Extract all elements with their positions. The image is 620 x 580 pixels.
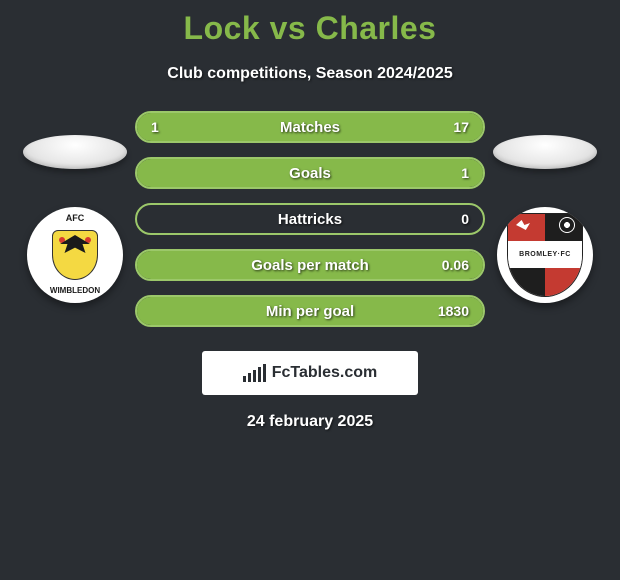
player-avatar-left	[23, 135, 127, 169]
date-label: 24 february 2025	[0, 413, 620, 431]
club-badge-right: BROMLEY·FC	[497, 207, 593, 303]
badge-mid-text: BROMLEY·FC	[519, 251, 571, 258]
content-row: AFC WIMBLEDON 1 17 Matches 1 Goals 0 Hattricks…	[0, 111, 620, 327]
stats-column: 1 17 Matches 1 Goals 0 Hattricks 0.06 Goals per …	[135, 111, 485, 327]
stat-value-right: 1	[461, 165, 469, 181]
badge-text-bottom: WIMBLEDON	[39, 286, 111, 295]
quadrant-icon	[508, 214, 545, 241]
player-avatar-right	[493, 135, 597, 169]
shield-icon	[52, 230, 98, 280]
left-column: AFC WIMBLEDON	[15, 135, 135, 303]
shield-icon: BROMLEY·FC	[507, 213, 583, 297]
stat-value-right: 0	[461, 211, 469, 227]
right-column: BROMLEY·FC	[485, 135, 605, 303]
bars-icon	[243, 364, 266, 382]
club-badge-left: AFC WIMBLEDON	[27, 207, 123, 303]
page-title: Lock vs Charles	[0, 0, 620, 47]
stat-label: Matches	[280, 119, 340, 136]
watermark-text: FcTables.com	[272, 364, 378, 382]
stat-label: Hattricks	[278, 211, 342, 228]
bar-icon	[243, 376, 246, 382]
stat-label: Goals per match	[251, 257, 369, 274]
quadrant-icon	[545, 214, 582, 241]
bar-icon	[253, 370, 256, 382]
stat-value-left: 1	[151, 119, 159, 135]
sun-icon	[560, 218, 574, 232]
stat-value-right: 1830	[438, 303, 469, 319]
stat-value-right: 0.06	[442, 257, 469, 273]
bar-icon	[248, 373, 251, 382]
stat-bar: 0.06 Goals per match	[135, 249, 485, 281]
subtitle: Club competitions, Season 2024/2025	[0, 65, 620, 83]
stat-bar: 1 17 Matches	[135, 111, 485, 143]
stat-bar: 0 Hattricks	[135, 203, 485, 235]
quadrant-icon	[545, 268, 582, 296]
stat-label: Goals	[289, 165, 331, 182]
bird-icon	[516, 220, 530, 230]
stat-value-right: 17	[453, 119, 469, 135]
watermark: FcTables.com	[202, 351, 418, 395]
quadrant-icon	[508, 268, 545, 296]
stat-bar: 1830 Min per goal	[135, 295, 485, 327]
bar-icon	[258, 367, 261, 382]
stat-label: Min per goal	[266, 303, 354, 320]
stat-bar: 1 Goals	[135, 157, 485, 189]
badge-mid-band: BROMLEY·FC	[508, 241, 582, 268]
infographic-container: Lock vs Charles Club competitions, Seaso…	[0, 0, 620, 431]
badge-text-top: AFC	[39, 213, 111, 223]
bar-icon	[263, 364, 266, 382]
